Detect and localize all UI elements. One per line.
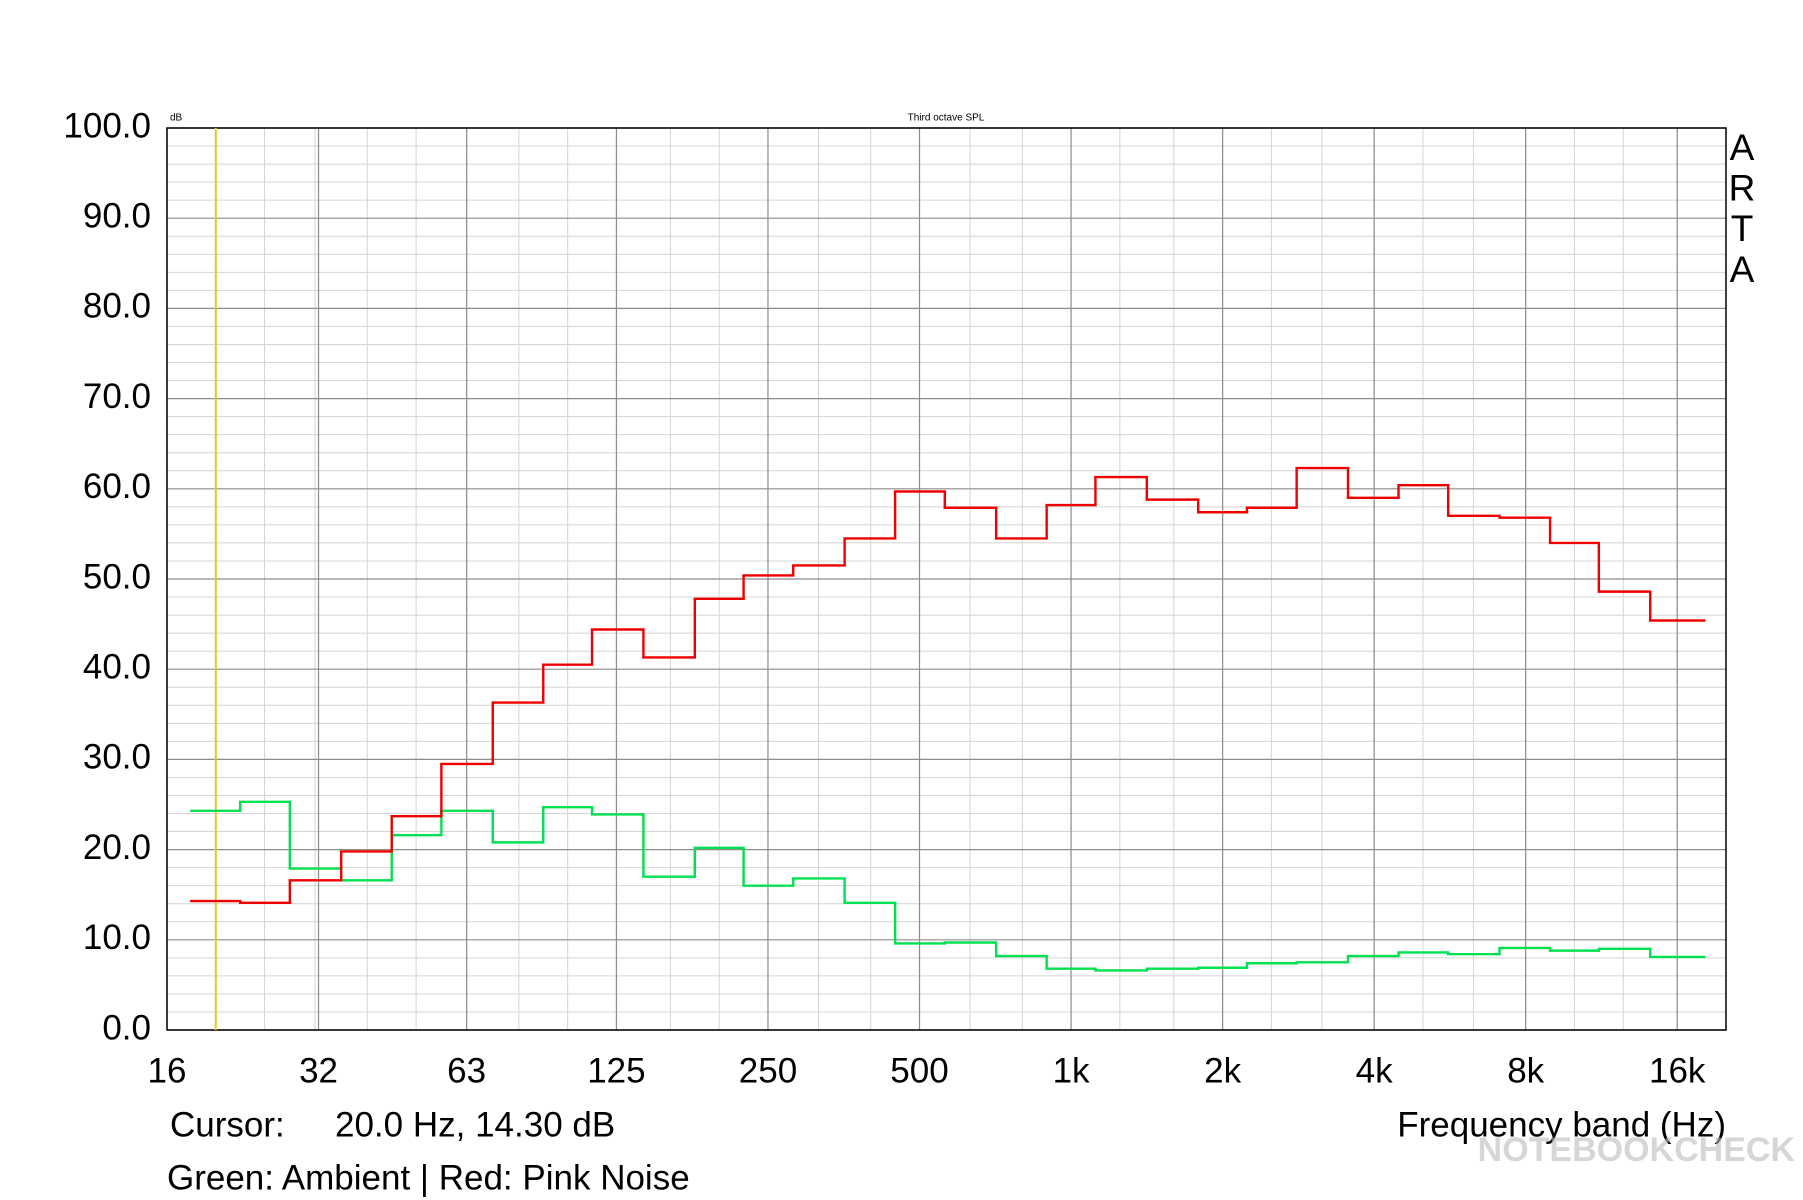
x-tick-label: 63 <box>447 1051 486 1090</box>
y-tick-label: 90.0 <box>83 196 151 235</box>
x-tick-label: 16k <box>1649 1051 1706 1090</box>
cursor-label: Cursor: <box>170 1105 285 1144</box>
x-tick-label: 4k <box>1356 1051 1393 1090</box>
watermark: NOTEBOOKCHECK <box>1478 1131 1796 1169</box>
x-tick-label: 250 <box>739 1051 797 1090</box>
brand-letter: T <box>1731 208 1754 249</box>
y-tick-label: 60.0 <box>83 467 151 506</box>
y-tick-label: 20.0 <box>83 828 151 867</box>
y-tick-label: 0.0 <box>102 1008 151 1047</box>
x-tick-label: 125 <box>587 1051 645 1090</box>
brand-letter: A <box>1730 249 1755 290</box>
y-unit: dB <box>170 113 183 124</box>
x-tick-label: 500 <box>890 1051 948 1090</box>
x-tick-label: 1k <box>1053 1051 1090 1090</box>
brand-letter: A <box>1730 127 1755 168</box>
x-tick-label: 2k <box>1204 1051 1241 1090</box>
chart-title: Third octave SPL <box>908 113 985 124</box>
x-axis-label: Frequency band (Hz) <box>1397 1105 1726 1144</box>
plot-frame <box>166 127 1727 1031</box>
x-tick-label: 8k <box>1507 1051 1544 1090</box>
x-tick-label: 16 <box>148 1051 187 1090</box>
y-tick-label: 30.0 <box>83 738 151 777</box>
y-tick-label: 50.0 <box>83 557 151 596</box>
y-tick-label: 80.0 <box>83 287 151 326</box>
brand-letter: R <box>1729 167 1756 208</box>
y-tick-label: 70.0 <box>83 377 151 416</box>
y-tick-label: 40.0 <box>83 647 151 686</box>
caption: Green: Ambient | Red: Pink Noise <box>167 1158 690 1197</box>
y-tick-label: 100.0 <box>63 106 151 145</box>
grid <box>166 127 1726 1031</box>
y-tick-label: 10.0 <box>83 918 151 957</box>
x-tick-label: 32 <box>299 1051 338 1090</box>
cursor-value: 20.0 Hz, 14.30 dB <box>335 1105 615 1144</box>
